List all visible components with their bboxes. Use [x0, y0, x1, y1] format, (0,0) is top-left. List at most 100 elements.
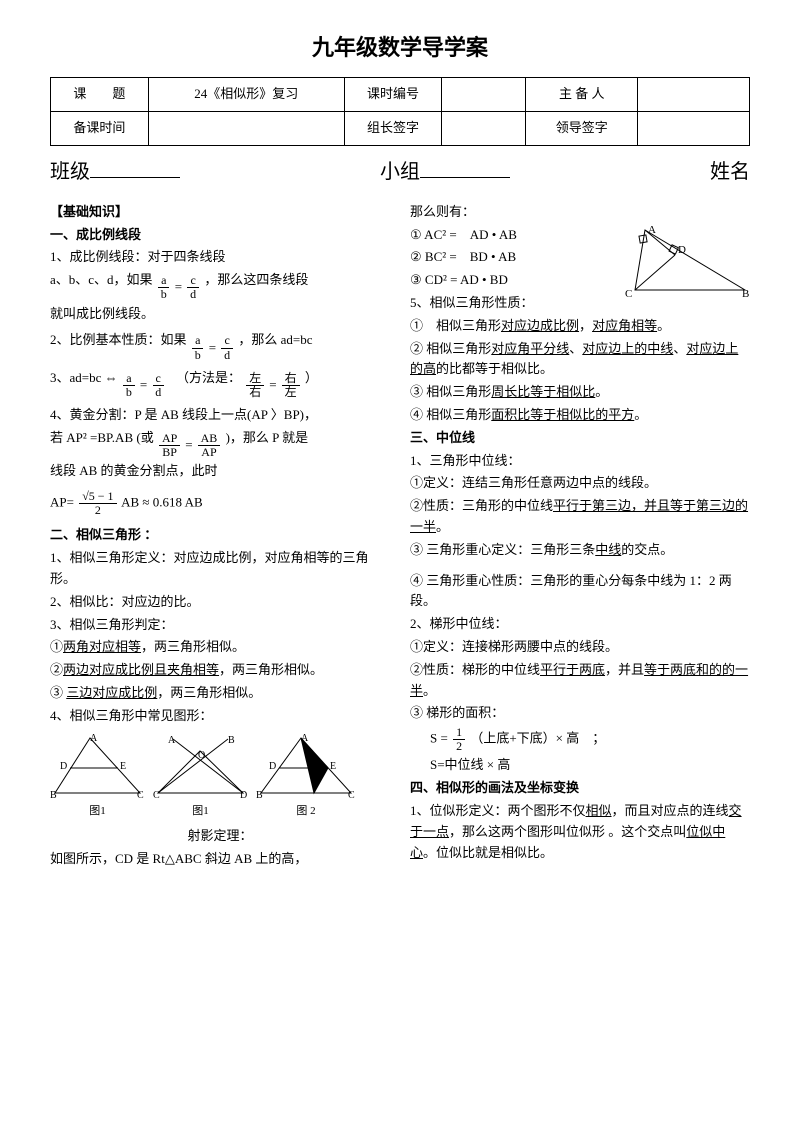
- s-eq: S =: [430, 731, 448, 746]
- left-column: 【基础知识】 一、成比例线段 1、成比例线段：对于四条线段 a、b、c、d，如果…: [50, 200, 390, 872]
- frac-b3: b: [123, 386, 135, 399]
- triangle-de-icon: A D E B C: [50, 733, 145, 803]
- hdr-author-label: 主 备 人: [526, 78, 638, 112]
- para-r12: ②性质：三角形的中位线平行于第三边，并且等于第三边的一半。: [410, 496, 750, 538]
- triangle-cross-icon: A B O C D: [153, 733, 248, 803]
- p10c: ，两三角形相似。: [219, 662, 323, 677]
- r6f: 。: [657, 318, 670, 333]
- para-r8: ③ 相似三角形周长比等于相似比。: [410, 382, 750, 403]
- frac-zuo1: 左: [246, 372, 264, 386]
- group-blank: [420, 158, 510, 178]
- para-2-3-3: ③ 三边对应成比例，两三角形相似。: [50, 683, 390, 704]
- svg-text:D: D: [678, 244, 686, 256]
- para-1-1: 1、成比例线段：对于四条线段: [50, 247, 390, 268]
- svg-text:B: B: [256, 790, 263, 801]
- p11a: ③: [50, 685, 66, 700]
- subheader: 班级 小组 姓名: [50, 156, 750, 188]
- hdr-period-value: [442, 78, 526, 112]
- hdr-period-label: 课时编号: [344, 78, 442, 112]
- frac-a2: a: [192, 334, 203, 348]
- r7c: 、: [569, 341, 582, 356]
- r9a: ④ 相似三角形: [410, 407, 491, 422]
- triangle-inner-icon: A D E B C: [256, 733, 356, 803]
- frac-d2: d: [221, 349, 233, 362]
- para-2-1: 1、相似三角形定义：对应边成比例，对应角相等的三角形。: [50, 548, 390, 590]
- right-triangle-figure: A D C B: [620, 225, 750, 305]
- svg-text:A: A: [301, 733, 309, 744]
- s-post: （上底+下底）× 高 ；: [470, 731, 605, 746]
- para-2-pre: 2、比例基本性质：如果: [50, 332, 187, 347]
- hdr-author-value: [638, 78, 750, 112]
- page-title: 九年级数学导学案: [50, 30, 750, 65]
- fig2-label: 图 2: [296, 805, 315, 817]
- frac-c: c: [187, 274, 198, 288]
- svg-text:B: B: [228, 735, 235, 746]
- svg-text:C: C: [153, 790, 160, 801]
- svg-text:E: E: [120, 761, 126, 772]
- frac-b: b: [158, 288, 170, 301]
- svg-text:A: A: [168, 735, 176, 746]
- r7g: 的比都等于相似比。: [436, 361, 553, 376]
- para-4-1: 4、黄金分割：P 是 AB 线段上一点(AP 〉BP)，: [50, 405, 390, 426]
- para-3: 3、ad=bc ⇔ ab=cd （方法是： 左右=右左 ）: [50, 368, 390, 399]
- svg-text:O: O: [198, 750, 205, 761]
- r17a: ②性质：梯形的中位线: [410, 662, 540, 677]
- right-triangle-icon: A D C B: [620, 225, 750, 305]
- p10a: ②: [50, 662, 63, 677]
- section-3-heading: 三、中位线: [410, 428, 750, 449]
- p9b: 两角对应相等: [63, 639, 141, 654]
- ap-eq: AP=: [50, 495, 74, 510]
- fig1m-label: 图1: [192, 805, 209, 817]
- para-1-3: 就叫成比例线段。: [50, 304, 390, 325]
- para-4-2-pre: 若 AP² =BP.AB (或: [50, 430, 154, 445]
- para-r21: 1、位似形定义：两个图形不仅相似，而且对应点的连线交于一点，那么这两个图形叫位似…: [410, 801, 750, 863]
- svg-text:B: B: [50, 790, 57, 801]
- r8c: 。: [595, 384, 608, 399]
- basic-knowledge-heading: 【基础知识】: [50, 202, 390, 223]
- hdr-date-value: [148, 111, 344, 145]
- svg-text:D: D: [60, 761, 67, 772]
- hdr-supervisor-label: 领导签字: [526, 111, 638, 145]
- frac-one: 1: [453, 726, 465, 740]
- projection-theorem-label: 射影定理：: [50, 826, 390, 847]
- r6c: 比例: [553, 318, 579, 333]
- svg-text:A: A: [648, 225, 656, 236]
- frac-a: a: [158, 274, 169, 288]
- r13b: 中线: [595, 542, 621, 557]
- frac-two2: 2: [453, 740, 465, 753]
- para-2-2: 2、相似比：对应边的比。: [50, 592, 390, 613]
- r21g: 。位似比就是相似比。: [423, 845, 553, 860]
- r12a: ②性质：三角形的中位线: [410, 498, 553, 513]
- frac-you1: 右: [246, 386, 264, 399]
- para-r20: S=中位线 × 高: [430, 755, 750, 776]
- para-r1: 那么则有：: [410, 202, 750, 223]
- p10b: 两边对应成比例且夹角相等: [63, 662, 219, 677]
- para-r13: ③ 三角形重心定义：三角形三条中线的交点。: [410, 540, 750, 561]
- hdr-leader-label: 组长签字: [344, 111, 442, 145]
- frac-a3: a: [123, 372, 134, 386]
- r7a: ② 相似三角形: [410, 341, 491, 356]
- svg-text:A: A: [90, 733, 98, 744]
- svg-text:E: E: [330, 761, 336, 772]
- figure-2: A D E B C 图 2: [256, 733, 356, 821]
- r17b: 平行于两底: [540, 662, 605, 677]
- para-r14: ④ 三角形重心性质：三角形的重心分每条中线为 1：2 两段。: [410, 571, 750, 613]
- frac-ap2: AP: [198, 446, 219, 459]
- r21c: ，而且对应点的连线: [612, 803, 729, 818]
- hdr-date-label: 备课时间: [51, 111, 149, 145]
- class-label: 班级: [50, 161, 90, 183]
- frac-c3: c: [153, 372, 164, 386]
- r9b: 面积比等于相似比的平方: [491, 407, 634, 422]
- para-r18: ③ 梯形的面积：: [410, 703, 750, 724]
- r21b: 相似: [586, 803, 612, 818]
- hdr-topic-label: 课 题: [51, 78, 149, 112]
- p9c: ，两三角形相似。: [141, 639, 245, 654]
- para-projection: 如图所示，CD 是 Rt△ABC 斜边 AB 上的高，: [50, 849, 390, 870]
- frac-c2: c: [221, 334, 232, 348]
- para-4-2: 若 AP² =BP.AB (或 APBP=ABAP )，那么 P 就是: [50, 428, 390, 459]
- group-label: 小组: [380, 161, 420, 183]
- r21a: 1、位似形定义：两个图形不仅: [410, 803, 586, 818]
- frac-ab: AB: [198, 432, 221, 446]
- frac-you2: 右: [282, 372, 300, 386]
- fig1-label: 图1: [89, 805, 106, 817]
